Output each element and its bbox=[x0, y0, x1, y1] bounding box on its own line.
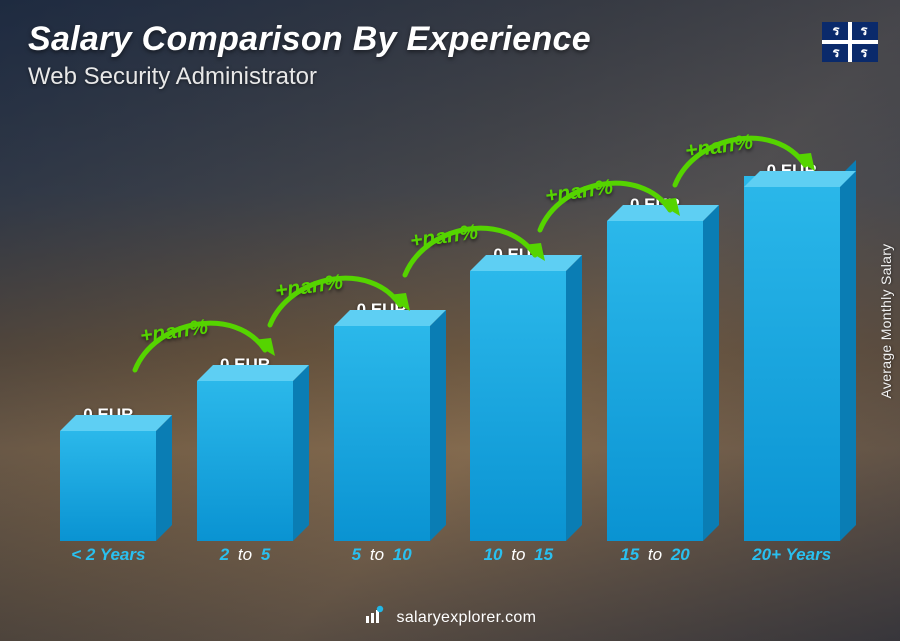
footer: salaryexplorer.com bbox=[0, 605, 900, 627]
bar-column: 0 EUR bbox=[587, 161, 724, 541]
footer-text: salaryexplorer.com bbox=[397, 609, 537, 626]
flag-glyph: ร bbox=[827, 47, 845, 59]
bar bbox=[334, 326, 430, 541]
bar-column: 0 EUR bbox=[40, 161, 177, 541]
bar-top bbox=[197, 365, 309, 381]
bar bbox=[744, 187, 840, 541]
bar bbox=[197, 381, 293, 541]
x-axis-label: 10 to 15 bbox=[450, 545, 587, 571]
bar-front bbox=[197, 381, 293, 541]
bar-top bbox=[607, 205, 719, 221]
bar-column: 0 EUR bbox=[723, 161, 860, 541]
bar-front bbox=[607, 221, 703, 541]
flag-glyph: ร bbox=[827, 25, 845, 37]
flag-icon: ร ร ร ร bbox=[822, 22, 878, 62]
logo-icon bbox=[364, 605, 384, 625]
bar-side bbox=[703, 205, 719, 541]
bar-top bbox=[470, 255, 582, 271]
page-title: Salary Comparison By Experience bbox=[28, 20, 810, 59]
bar-side bbox=[566, 255, 582, 541]
infographic-stage: Salary Comparison By Experience Web Secu… bbox=[0, 0, 900, 641]
x-axis-label: 20+ Years bbox=[723, 545, 860, 571]
flag-glyph: ร bbox=[855, 25, 873, 37]
bar-front bbox=[744, 176, 840, 541]
x-axis-label: 15 to 20 bbox=[587, 545, 724, 571]
y-axis-label: Average Monthly Salary bbox=[878, 243, 894, 398]
x-axis-label: 5 to 10 bbox=[313, 545, 450, 571]
flag-glyph: ร bbox=[855, 47, 873, 59]
bar-column: 0 EUR bbox=[313, 161, 450, 541]
bar-top bbox=[60, 415, 172, 431]
bars-container: 0 EUR0 EUR0 EUR0 EUR0 EUR0 EUR bbox=[40, 161, 860, 541]
bar-side bbox=[430, 310, 446, 541]
bar-side bbox=[840, 160, 856, 541]
bar-front bbox=[60, 431, 156, 541]
bar-front bbox=[470, 271, 566, 541]
bar bbox=[470, 271, 566, 541]
x-axis-labels: < 2 Years2 to 55 to 1010 to 1515 to 2020… bbox=[40, 545, 860, 571]
bar-side bbox=[293, 365, 309, 541]
x-axis-label: 2 to 5 bbox=[177, 545, 314, 571]
bar-column: 0 EUR bbox=[450, 161, 587, 541]
bar-side bbox=[156, 415, 172, 541]
bar-front bbox=[334, 326, 430, 541]
bar bbox=[607, 221, 703, 541]
bar-top bbox=[334, 310, 446, 326]
header: Salary Comparison By Experience Web Secu… bbox=[28, 20, 810, 91]
delta-label: +nan% bbox=[684, 130, 755, 163]
bar bbox=[60, 431, 156, 541]
x-axis-label: < 2 Years bbox=[40, 545, 177, 571]
bar-column: 0 EUR bbox=[177, 161, 314, 541]
page-subtitle: Web Security Administrator bbox=[28, 63, 810, 91]
bar-top bbox=[744, 171, 856, 187]
bar-chart: 0 EUR0 EUR0 EUR0 EUR0 EUR0 EUR < 2 Years… bbox=[40, 130, 860, 571]
